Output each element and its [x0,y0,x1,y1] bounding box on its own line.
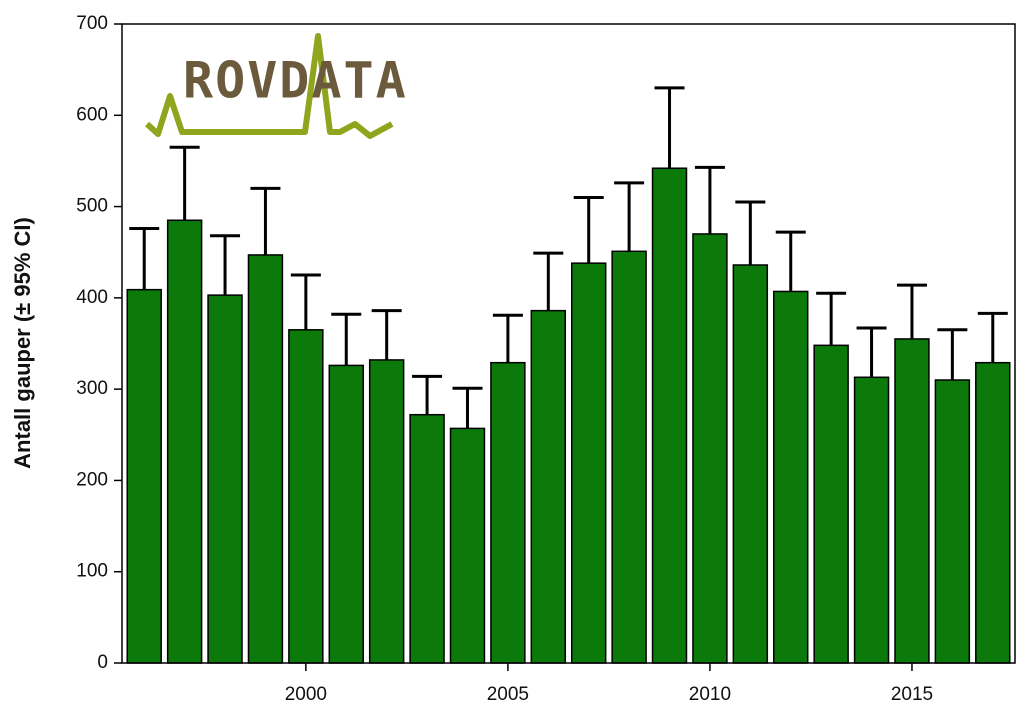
bar [732,264,769,664]
bar [207,294,243,664]
bar [126,288,162,664]
bar [166,219,203,664]
x-tick-label: 2015 [891,684,933,705]
y-tick-label: 0 [97,652,108,673]
y-tick-label: 700 [76,13,108,34]
bar [773,290,809,664]
bar [975,361,1011,664]
bar [409,413,445,664]
bar [530,309,567,664]
bar [651,167,688,664]
bar [490,361,526,664]
bar [934,379,971,664]
y-tick-label: 600 [76,104,108,125]
bar [328,364,364,664]
bar [288,329,324,664]
y-axis-title: Antall gauper (± 95% CI) [10,217,35,469]
y-tick-label: 100 [76,561,108,582]
logo: ROVDATA [144,33,408,139]
plot-frame [121,23,1016,664]
logo-line [144,33,394,139]
bar [247,254,284,664]
bar [611,250,647,664]
y-tick-label: 500 [76,196,108,217]
bar [894,338,930,664]
bar [449,427,486,664]
bar [813,344,849,664]
x-tick-label: 2005 [487,684,529,705]
x-tick-label: 2000 [285,684,327,705]
bar [853,376,890,664]
y-tick-label: 400 [76,287,108,308]
bar [368,359,405,664]
logo-text: ROVDATA [183,52,408,110]
x-tick-label: 2010 [689,684,731,705]
y-tick-label: 200 [76,469,108,490]
y-tick-label: 300 [76,378,108,399]
bar [570,262,607,664]
bar [692,233,728,664]
